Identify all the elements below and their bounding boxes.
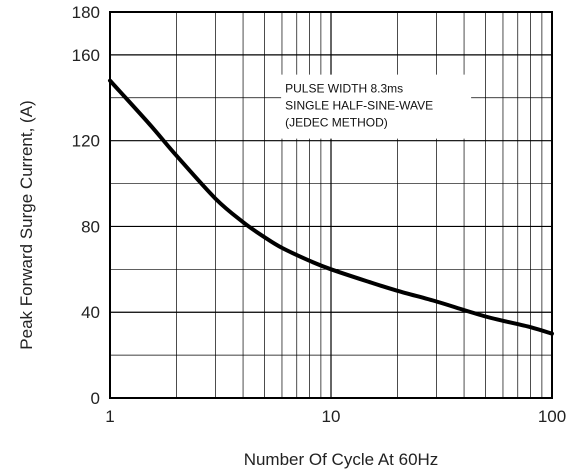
series-layer [108, 78, 554, 336]
x-tick-labels: 1 10 100 [105, 407, 566, 426]
annotation-background [281, 74, 472, 139]
y-tick-label: 80 [81, 217, 100, 236]
grid-lines [109, 11, 552, 399]
plot-frame [109, 11, 553, 399]
y-tick-label: 0 [91, 389, 100, 408]
x-tick-label: 10 [322, 407, 341, 426]
x-axis-label: Number Of Cycle At 60Hz [244, 450, 439, 469]
y-tick-label: 40 [81, 303, 100, 322]
x-tick-label: 1 [105, 407, 114, 426]
surge-current-curve [108, 78, 554, 336]
annotation-line-2: SINGLE HALF-SINE-WAVE [285, 99, 433, 113]
y-tick-labels: 0 40 80 120 160 180 [72, 3, 100, 408]
y-tick-label: 120 [72, 132, 100, 151]
y-tick-label: 160 [72, 46, 100, 65]
y-axis-label: Peak Forward Surge Current, (A) [17, 100, 36, 349]
annotation-line-1: PULSE WIDTH 8.3ms [285, 82, 403, 96]
annotation-box: PULSE WIDTH 8.3ms SINGLE HALF-SINE-WAVE … [281, 74, 472, 139]
x-tick-label: 100 [538, 407, 566, 426]
y-tick-label: 180 [72, 3, 100, 22]
annotation-line-3: (JEDEC METHOD) [285, 116, 388, 130]
